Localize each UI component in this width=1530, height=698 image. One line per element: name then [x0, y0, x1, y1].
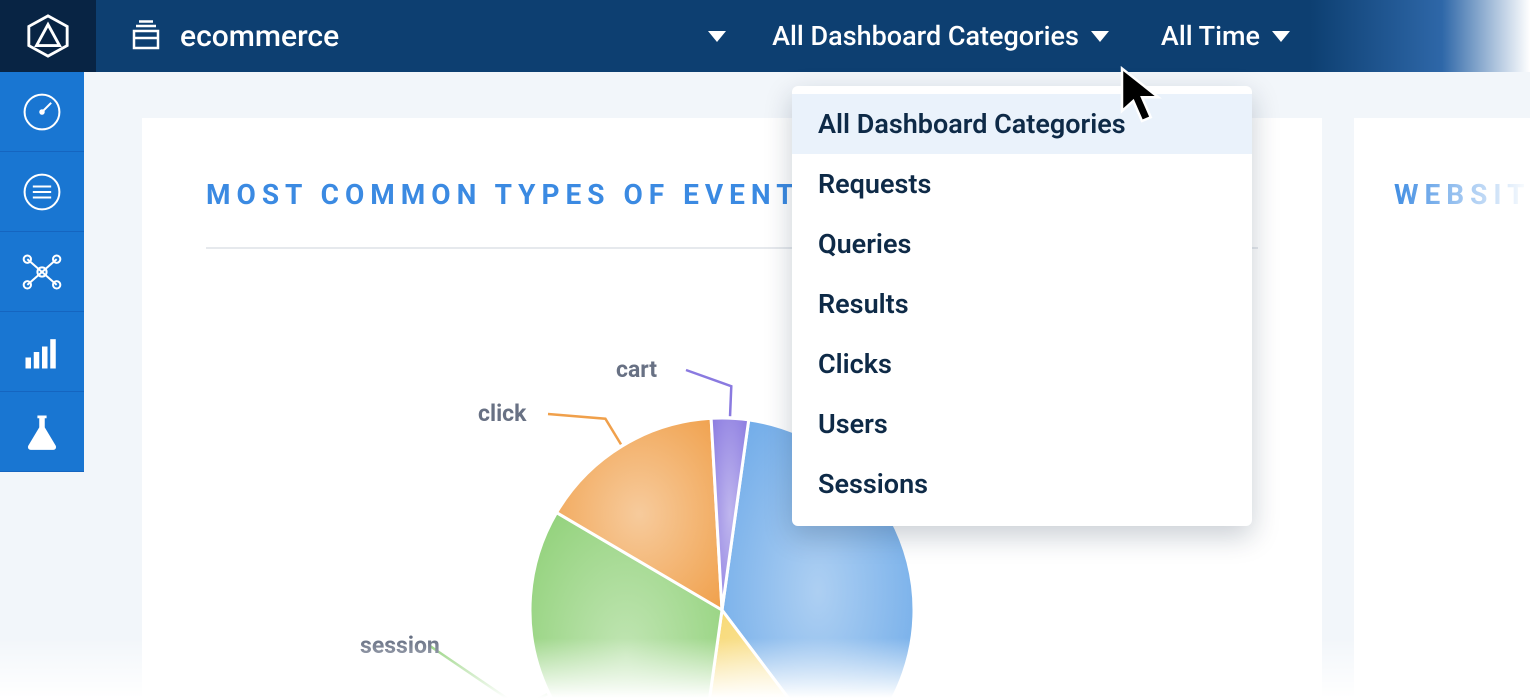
category-dropdown-label: All Dashboard Categories: [772, 20, 1079, 52]
nav-item-graph[interactable]: [0, 232, 84, 312]
time-dropdown-trigger[interactable]: All Time: [1135, 0, 1530, 72]
menu-item[interactable]: Sessions: [792, 454, 1252, 514]
nav-item-overview[interactable]: [0, 72, 84, 152]
chevron-down-icon: [1091, 31, 1109, 42]
time-dropdown-label: All Time: [1161, 20, 1260, 52]
pie-label-cart: cart: [616, 356, 657, 383]
project-selector[interactable]: ecommerce: [96, 19, 339, 54]
menu-item[interactable]: Clicks: [792, 334, 1252, 394]
list-circle-icon: [20, 170, 64, 214]
unnamed-dropdown-caret[interactable]: [708, 31, 726, 42]
project-name: ecommerce: [180, 19, 339, 54]
left-nav-rail: [0, 72, 84, 472]
menu-item[interactable]: Queries: [792, 214, 1252, 274]
category-dropdown-menu: All Dashboard CategoriesRequestsQueriesR…: [792, 86, 1252, 526]
chevron-down-icon: [1272, 31, 1290, 42]
bars-icon: [20, 330, 64, 374]
menu-item[interactable]: Users: [792, 394, 1252, 454]
database-stack-icon: [130, 20, 162, 52]
menu-item[interactable]: Results: [792, 274, 1252, 334]
nav-item-logs[interactable]: [0, 152, 84, 232]
pie-label-click: click: [478, 400, 526, 427]
topbar: ecommerce All Dashboard Categories All T…: [0, 0, 1530, 72]
menu-item[interactable]: All Dashboard Categories: [792, 94, 1252, 154]
hexagon-logo-icon: [25, 13, 71, 59]
menu-item[interactable]: Requests: [792, 154, 1252, 214]
gauge-icon: [20, 90, 64, 134]
brand-logo[interactable]: [0, 0, 96, 72]
category-dropdown-trigger[interactable]: All Dashboard Categories: [746, 0, 1135, 72]
nav-item-experiments[interactable]: [0, 392, 84, 472]
nav-item-analytics[interactable]: [0, 312, 84, 392]
card-title: WEBSITE: [1394, 178, 1530, 211]
card-website: WEBSITE: [1354, 118, 1530, 698]
network-graph-icon: [20, 250, 64, 294]
flask-icon: [20, 410, 64, 454]
pie-label-session: session: [360, 632, 440, 659]
